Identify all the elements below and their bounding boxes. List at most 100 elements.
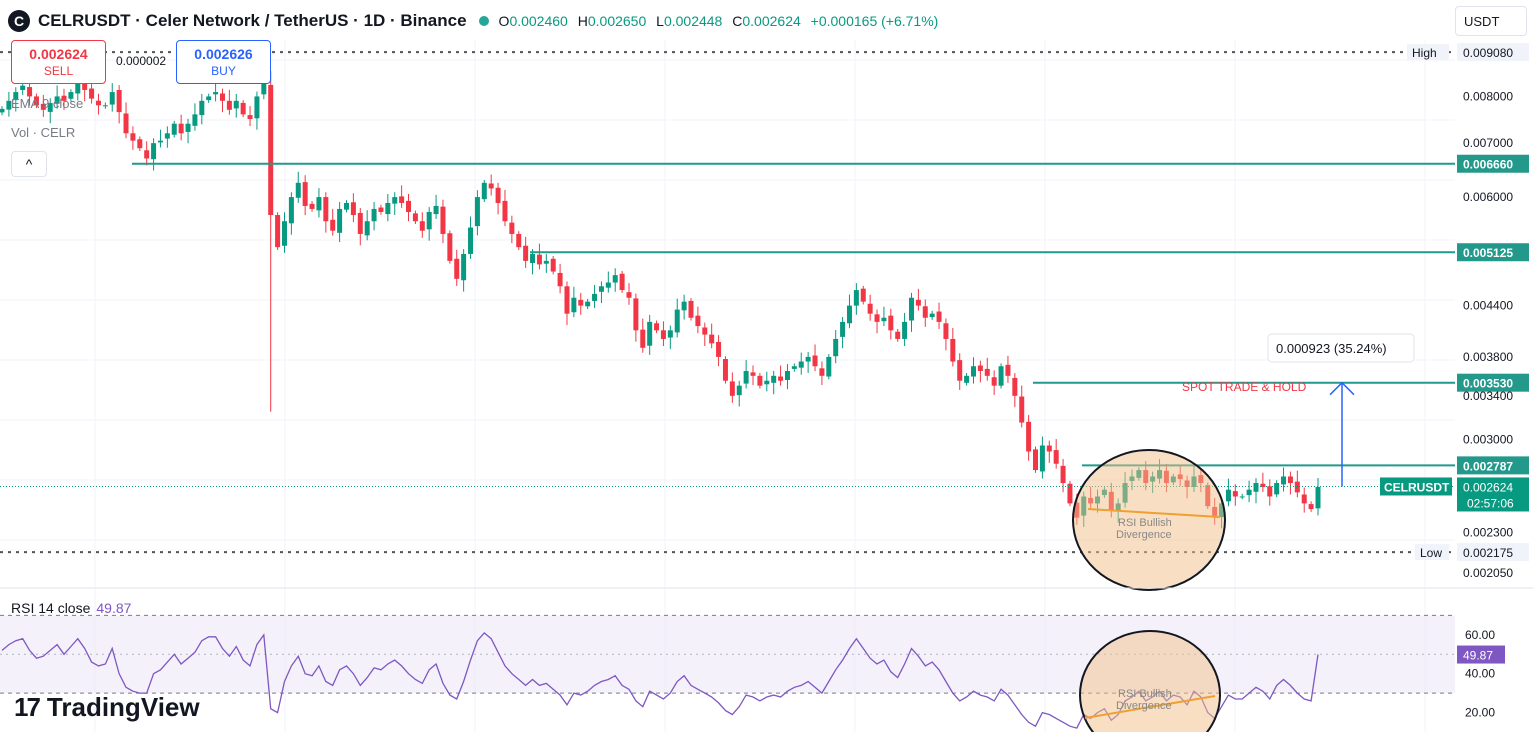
candle-body: [364, 221, 370, 236]
price-change: +0.000165 (+6.71%): [810, 13, 939, 29]
volume-legend[interactable]: Vol · CELR: [11, 125, 76, 140]
candle-body: [895, 331, 901, 339]
rsi-divergence-label: Divergence: [1116, 700, 1172, 712]
candle-body: [592, 293, 598, 301]
measure-arrowhead: [1329, 381, 1355, 396]
rsi-divergence-label: RSI Bullish: [1118, 688, 1172, 700]
candle-body: [1046, 445, 1052, 452]
candle-body: [516, 233, 522, 248]
candle-body: [1039, 445, 1045, 472]
countdown-label: 02:57:06: [1467, 496, 1514, 510]
candle-body: [137, 139, 143, 149]
candle-body: [750, 372, 756, 376]
candle-body: [1053, 450, 1059, 464]
candle-body: [1260, 483, 1266, 488]
candle-body: [695, 315, 701, 327]
candle-body: [1005, 364, 1011, 376]
target-annotation: SPOT TRADE & HOLD: [1182, 380, 1307, 394]
sell-button[interactable]: 0.002624 SELL: [11, 40, 106, 84]
buy-button[interactable]: 0.002626 BUY: [176, 40, 271, 84]
candle-body: [950, 338, 956, 362]
rsi-tick-label: 20.00: [1465, 706, 1495, 720]
candle-body: [157, 140, 163, 143]
candle-body: [936, 311, 942, 322]
candle-body: [502, 200, 508, 222]
candle-body: [1294, 481, 1300, 493]
last-price-symbol: CELRUSDT: [1384, 480, 1450, 494]
candle-body: [116, 89, 122, 113]
candle-body: [337, 208, 343, 233]
candle-body: [874, 314, 880, 322]
last-price-symbol-bg: [1380, 477, 1452, 496]
axis-level-label: 0.009080: [1463, 46, 1513, 60]
symbol-title[interactable]: CELRUSDT · Celer Network / TetherUS · 1D…: [38, 11, 467, 30]
rsi-tick-label: 60.00: [1465, 628, 1495, 642]
candle-body: [357, 212, 363, 234]
candle-body: [123, 113, 129, 134]
candle-body: [6, 100, 12, 110]
candle-body: [791, 366, 797, 369]
divergence-circle: [1072, 449, 1226, 591]
candle-body: [302, 182, 308, 206]
candle-body: [840, 321, 846, 337]
candle-body: [654, 323, 660, 331]
candle-body: [54, 96, 60, 104]
candle-body: [426, 211, 432, 230]
divergence-label: Divergence: [1116, 529, 1172, 541]
candle-body: [27, 87, 33, 97]
candle-body: [344, 202, 350, 210]
candle-body: [440, 206, 446, 234]
candle-body: [164, 133, 170, 139]
extreme-tag: High: [1412, 46, 1437, 60]
y-tick-label: 0.006000: [1463, 190, 1513, 204]
candle-body: [1067, 483, 1073, 504]
collapse-legend-button[interactable]: ^: [11, 151, 47, 177]
tradingview-brand: 17 TradingView: [14, 692, 200, 722]
y-tick-label: 0.002050: [1463, 566, 1513, 580]
candle-body: [1060, 465, 1066, 484]
rsi-value-bg: [1457, 645, 1505, 664]
candle-body: [1308, 504, 1314, 510]
candle-body: [605, 282, 611, 288]
extreme-tag-bg: [1415, 544, 1449, 561]
candle-body: [523, 245, 529, 261]
candle-body: [309, 203, 315, 209]
y-tick-label: 0.004400: [1463, 299, 1513, 313]
ema-legend[interactable]: EMA 9 close: [11, 96, 84, 111]
candle-body: [268, 84, 274, 216]
candle-body: [1287, 476, 1293, 484]
candle-body: [764, 380, 770, 385]
candle-body: [564, 286, 570, 314]
currency-select[interactable]: USDT: [1455, 6, 1527, 36]
candle-body: [716, 341, 722, 357]
candle-body: [860, 288, 866, 302]
candle-body: [1246, 489, 1252, 496]
y-tick-label: 0.008000: [1463, 89, 1513, 103]
candle-body: [185, 123, 191, 132]
candle-body: [688, 300, 694, 318]
candle-body: [633, 298, 639, 331]
candle-body: [846, 305, 852, 324]
candle-body: [330, 219, 336, 231]
candle-body: [908, 297, 914, 321]
axis-label-bg: [1457, 456, 1529, 475]
candle-body: [1253, 483, 1259, 492]
axis-label-bg: [1457, 43, 1529, 62]
y-tick-label: 0.007000: [1463, 136, 1513, 150]
candle-body: [75, 83, 81, 94]
candle-body: [192, 114, 198, 126]
rsi-value-label: 49.87: [1463, 649, 1493, 663]
candle-body: [867, 303, 873, 314]
candle-body: [915, 299, 921, 306]
candle-body: [660, 330, 666, 339]
candle-body: [1033, 449, 1039, 471]
rsi-legend[interactable]: RSI 14 close 49.87: [11, 600, 132, 616]
candle-body: [488, 183, 494, 189]
ohlc-values: O0.002460 H0.002650 L0.002448 C0.002624 …: [498, 13, 939, 29]
candle-body: [1019, 396, 1025, 423]
candle-body: [970, 366, 976, 377]
candle-body: [447, 233, 453, 261]
celer-logo-icon: C: [8, 10, 30, 32]
candle-body: [819, 368, 825, 376]
